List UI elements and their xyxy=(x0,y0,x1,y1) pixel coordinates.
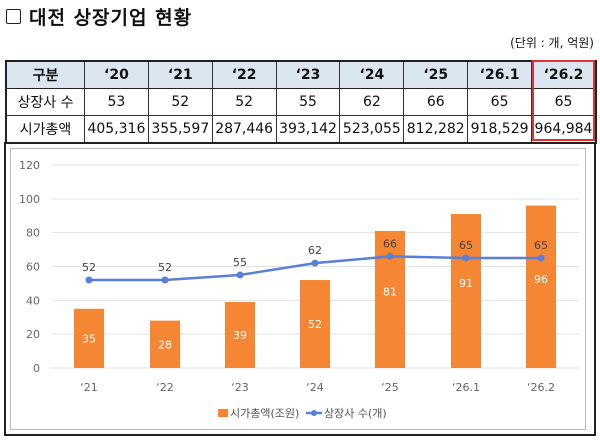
header-cell: ‘25 xyxy=(403,60,469,89)
cell: 287,446 xyxy=(211,115,277,144)
line-data-label: 66 xyxy=(383,237,397,250)
y-tick-label: 20 xyxy=(26,328,40,341)
bar xyxy=(225,302,255,368)
row-label: 시가총액 xyxy=(5,115,85,144)
y-tick-label: 40 xyxy=(26,294,40,307)
y-tick-label: 0 xyxy=(33,362,40,375)
bar xyxy=(526,205,556,368)
line-data-label: 52 xyxy=(158,261,172,274)
bar-data-label: 35 xyxy=(82,332,96,345)
header-cell: ‘22 xyxy=(211,60,277,89)
bar xyxy=(150,320,180,368)
cell: 62 xyxy=(339,88,405,116)
line-data-label: 52 xyxy=(82,261,96,274)
x-tick-label: ‘21 xyxy=(80,381,98,394)
table-row: 시가총액 405,316 355,597 287,446 393,142 523… xyxy=(5,115,597,144)
header-cell: ‘26.2 xyxy=(531,60,597,89)
chart-frame xyxy=(4,142,596,436)
line-point xyxy=(462,254,470,262)
line-data-label: 55 xyxy=(233,256,247,269)
y-tick-label: 60 xyxy=(26,261,40,274)
line-data-label: 65 xyxy=(459,239,473,252)
title-text: 대전 상장기업 현황 xyxy=(29,7,193,29)
bar xyxy=(451,214,481,368)
line-point xyxy=(236,271,244,279)
x-tick-label: ‘22 xyxy=(156,381,174,394)
line-data-label: 62 xyxy=(308,244,322,257)
x-tick-label: ‘23 xyxy=(231,381,249,394)
cell: 65 xyxy=(467,88,533,116)
x-tick-label: ‘26.2 xyxy=(527,381,555,394)
line-point xyxy=(386,252,394,260)
legend-bar-label: 시가총액(조원) xyxy=(230,407,299,420)
legend-line-label: 상장사 수(개) xyxy=(324,407,387,420)
summary-table: 구분 ‘20 ‘21 ‘22 ‘23 ‘24 ‘25 ‘26.1 ‘26.2 상… xyxy=(5,60,597,144)
cell: 918,529 xyxy=(467,115,533,144)
bar-data-label: 81 xyxy=(383,285,397,298)
x-tick-label: ‘24 xyxy=(306,381,324,394)
x-tick-label: ‘26.1 xyxy=(452,381,480,394)
header-cell: ‘20 xyxy=(84,60,149,89)
cell: 523,055 xyxy=(339,115,405,144)
bar-data-label: 96 xyxy=(534,273,548,286)
legend-line-marker xyxy=(311,410,317,416)
line-point xyxy=(161,276,169,284)
table-header-row: 구분 ‘20 ‘21 ‘22 ‘23 ‘24 ‘25 ‘26.1 ‘26.2 xyxy=(5,60,597,89)
bar xyxy=(375,230,405,368)
cell: 52 xyxy=(211,88,277,116)
y-tick-label: 120 xyxy=(19,159,40,172)
header-cell: ‘26.1 xyxy=(467,60,533,89)
cell: 355,597 xyxy=(147,115,213,144)
header-cell: ‘21 xyxy=(147,60,213,89)
page-title: 대전 상장기업 현황 xyxy=(6,3,192,30)
header-cell: ‘23 xyxy=(275,60,341,89)
x-tick-label: ‘25 xyxy=(381,381,399,394)
bar-data-label: 91 xyxy=(459,277,473,290)
line-data-label: 65 xyxy=(534,239,548,252)
bar xyxy=(74,308,104,368)
line-point xyxy=(85,276,93,284)
y-tick-label: 80 xyxy=(26,227,40,240)
cell: 53 xyxy=(84,88,149,116)
cell: 65 xyxy=(531,88,597,116)
header-cell: ‘24 xyxy=(339,60,405,89)
y-tick-label: 100 xyxy=(19,193,40,206)
bar xyxy=(300,280,330,368)
cell: 55 xyxy=(275,88,341,116)
header-cell: 구분 xyxy=(5,60,85,89)
legend-bar-swatch xyxy=(218,409,228,417)
cell: 52 xyxy=(147,88,213,116)
bar-data-label: 28 xyxy=(158,338,172,351)
bar-data-label: 39 xyxy=(233,329,247,342)
cell: 405,316 xyxy=(84,115,149,144)
checkbox-square-icon xyxy=(6,9,21,24)
cell: 393,142 xyxy=(275,115,341,144)
line-point xyxy=(311,259,319,267)
bar-data-label: 52 xyxy=(308,318,322,331)
chart-panel xyxy=(10,148,586,430)
table-row: 상장사 수 53 52 52 55 62 66 65 65 xyxy=(5,88,597,116)
line-point xyxy=(537,254,545,262)
unit-note: (단위 : 개, 억원) xyxy=(510,36,594,50)
